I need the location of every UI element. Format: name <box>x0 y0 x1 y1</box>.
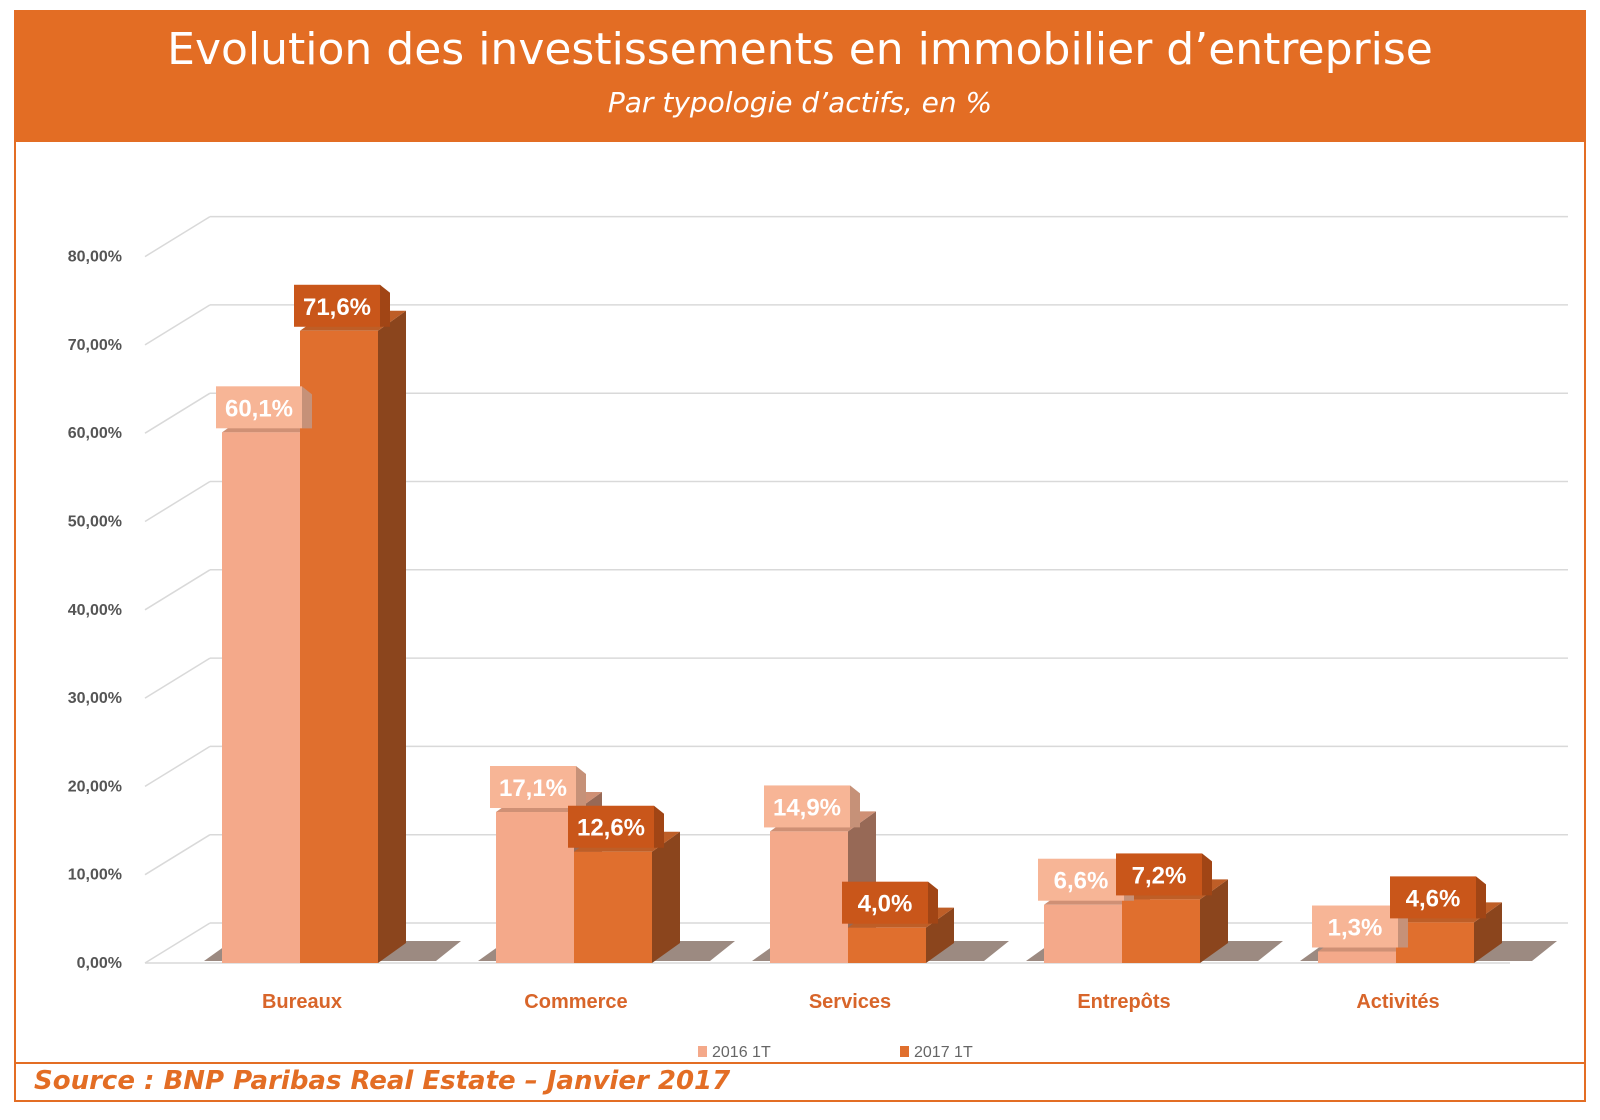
data-label-box <box>1116 853 1202 896</box>
legend-swatch <box>698 1046 707 1057</box>
gridline-side <box>144 569 211 611</box>
legend-label: 2017 1T <box>914 1044 973 1061</box>
data-label-box <box>1038 858 1124 901</box>
gridline-side <box>144 834 211 876</box>
data-label-box <box>764 785 850 828</box>
bars <box>222 310 1502 964</box>
bar <box>848 927 926 963</box>
bar-side <box>378 310 406 964</box>
data-label-box-side <box>850 785 860 828</box>
data-label: 60,1% <box>225 395 293 422</box>
bar <box>222 432 300 963</box>
gridline-side <box>144 215 211 258</box>
bar <box>1044 904 1122 963</box>
legend-swatch <box>900 1046 909 1057</box>
data-label-box-side <box>1476 876 1486 919</box>
data-label: 71,6% <box>303 294 371 321</box>
y-tick-label: 10,00% <box>68 867 122 884</box>
chart-title: Evolution des investissements en immobil… <box>167 24 1433 75</box>
data-label-box-side <box>928 881 938 924</box>
y-tick-label: 30,00% <box>68 690 122 707</box>
source-divider <box>16 1062 1584 1064</box>
data-label-box-side <box>654 805 664 848</box>
category-label: Activités <box>1356 991 1439 1013</box>
gridline-side <box>144 657 211 699</box>
data-label: 1,3% <box>1328 915 1383 942</box>
chart-subtitle: Par typologie d’actifs, en % <box>607 86 993 119</box>
bar <box>1318 951 1396 963</box>
data-label: 12,6% <box>577 815 645 842</box>
chart-header: Evolution des investissements en immobil… <box>16 12 1584 142</box>
gridline-side <box>144 745 211 788</box>
bar <box>1122 899 1200 963</box>
data-label-box <box>294 284 380 327</box>
gridline-side <box>144 480 211 523</box>
legend-label: 2016 1T <box>712 1044 771 1061</box>
data-label: 6,6% <box>1054 868 1109 895</box>
category-label: Entrepôts <box>1077 991 1170 1013</box>
bar <box>496 812 574 963</box>
data-label: 17,1% <box>499 775 567 802</box>
data-label: 4,6% <box>1406 885 1461 912</box>
y-tick-label: 80,00% <box>68 249 122 266</box>
bar-side <box>926 907 954 963</box>
data-labels: 60,1% 71,6% 17,1% 12,6% 14,9% 4,0% 6,6% 7,2% 1,3… <box>216 284 1486 948</box>
y-tick-label: 40,00% <box>68 602 122 619</box>
data-label: 4,0% <box>858 891 913 918</box>
data-label-box <box>1390 876 1476 919</box>
data-label-box <box>1312 905 1398 948</box>
bar-side <box>1200 879 1228 963</box>
data-label-box <box>490 766 576 809</box>
bar <box>574 851 652 963</box>
bar <box>1396 922 1474 963</box>
data-label-box-side <box>576 766 586 809</box>
category-label: Services <box>809 991 891 1013</box>
data-label-box-side <box>302 386 312 429</box>
data-label-box <box>216 386 302 429</box>
data-label-box-side <box>380 284 390 327</box>
bar <box>770 831 848 963</box>
y-tick-label: 20,00% <box>68 778 122 795</box>
source-note: Source : BNP Paribas Real Estate – Janvi… <box>34 1066 731 1096</box>
data-label-box <box>568 805 654 848</box>
data-label: 14,9% <box>773 794 841 821</box>
data-label-box-side <box>1202 853 1212 896</box>
y-tick-label: 0,00% <box>77 955 122 972</box>
bar <box>300 330 378 964</box>
bar-side <box>652 831 680 963</box>
data-label: 7,2% <box>1132 862 1187 889</box>
category-label: Bureaux <box>262 991 342 1013</box>
y-tick-label: 60,00% <box>68 425 122 442</box>
category-label: Commerce <box>524 991 627 1013</box>
data-label-box <box>842 881 928 924</box>
gridline-side <box>144 922 211 964</box>
legend: 2016 1T 2017 1T <box>698 1044 973 1061</box>
gridline-side <box>144 392 211 434</box>
gridline-side <box>144 304 211 346</box>
y-tick-label: 70,00% <box>68 337 122 354</box>
y-tick-label: 50,00% <box>68 514 122 531</box>
